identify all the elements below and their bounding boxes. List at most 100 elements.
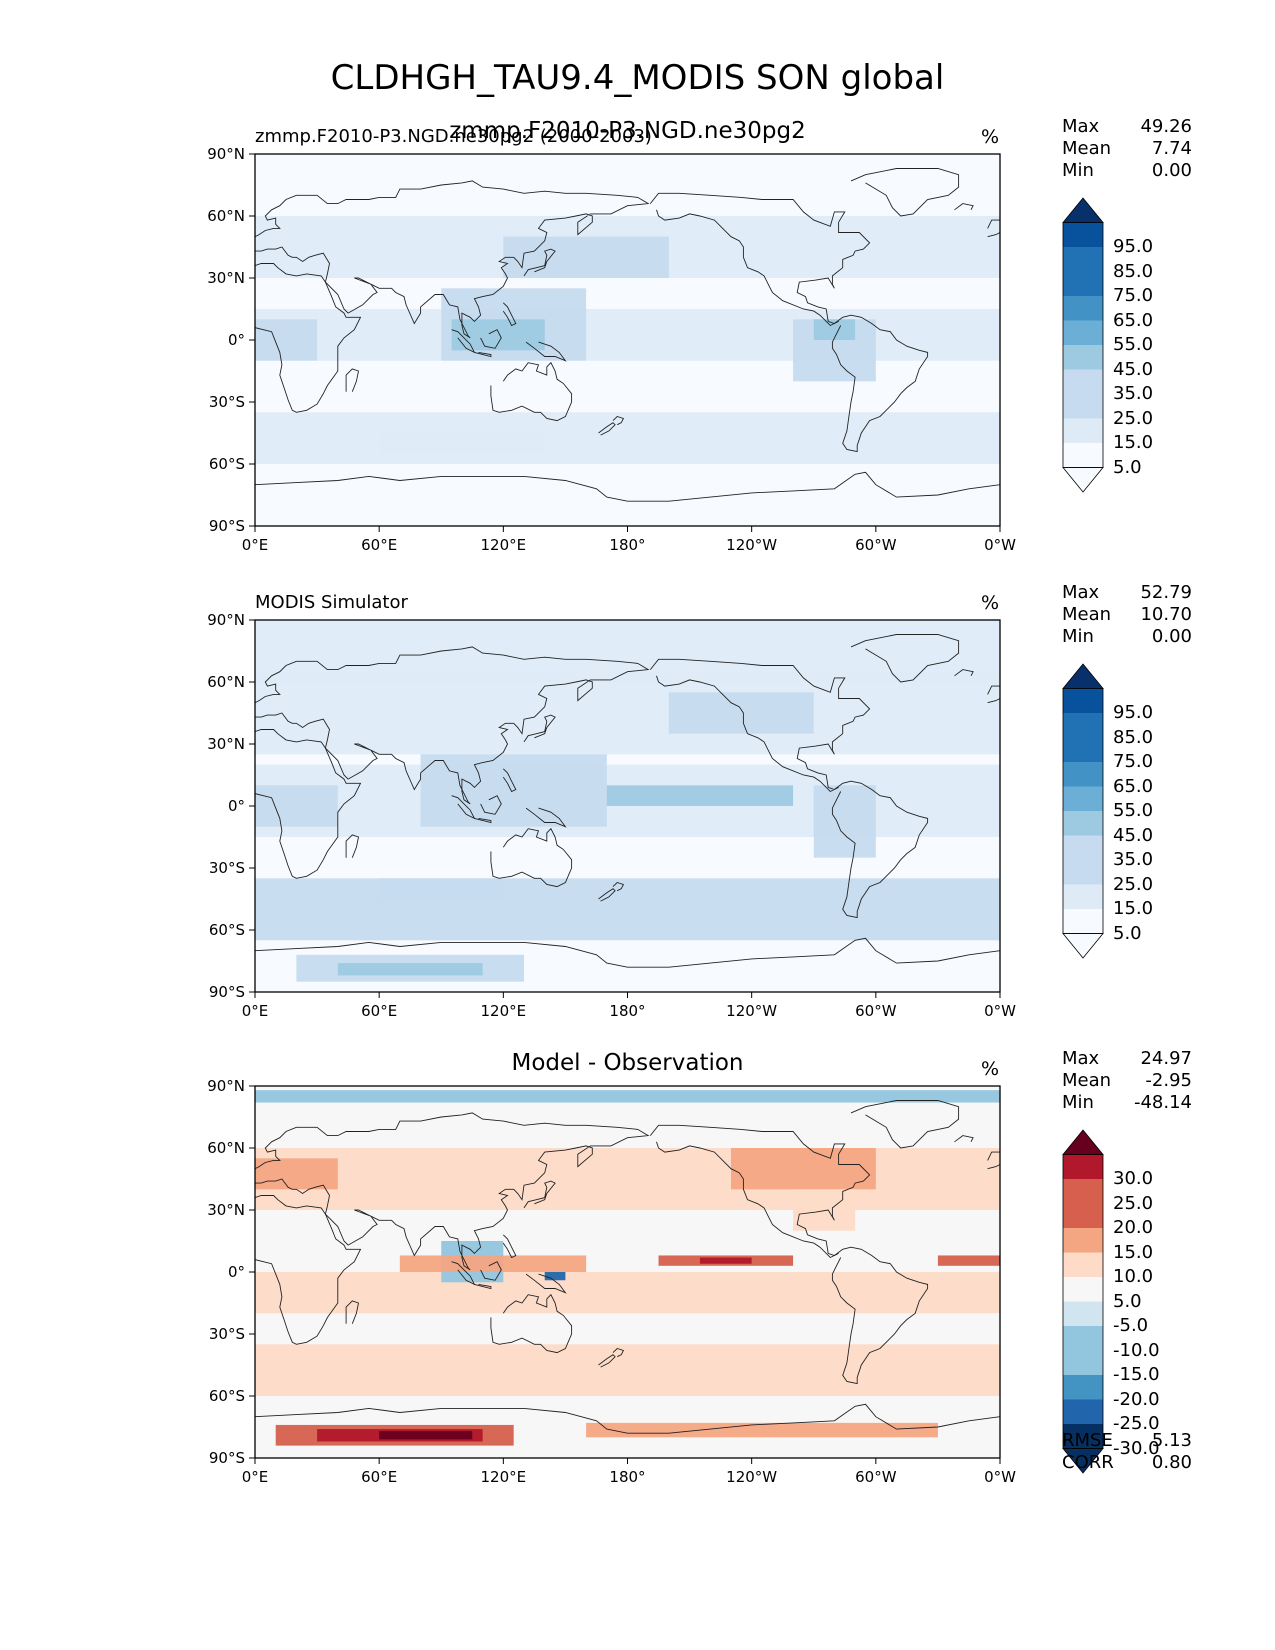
coastline xyxy=(525,341,567,362)
colorbar-label: 65.0 xyxy=(1113,775,1154,797)
coastline xyxy=(502,302,517,327)
coastline xyxy=(954,669,974,677)
coastline xyxy=(451,329,476,354)
y-tick-label: 30°N xyxy=(207,269,245,287)
colorbar-segment xyxy=(1063,1252,1103,1277)
x-tick-label: 60°E xyxy=(361,536,397,554)
coastline xyxy=(490,361,573,422)
x-tick-label: 120°E xyxy=(481,536,527,554)
stat-max-label: Max xyxy=(1062,1048,1100,1069)
colorbar-label: 15.0 xyxy=(1113,432,1154,453)
coastline xyxy=(525,807,567,828)
corr-value: 0.80 xyxy=(1151,1452,1192,1473)
colorbar-extend-top xyxy=(1062,1129,1104,1155)
colorbar-segment xyxy=(1063,320,1103,345)
coastline xyxy=(345,368,360,392)
stats-box: Max 52.79 Mean 10.70 Min 0.00 xyxy=(1062,582,1192,648)
colorbar-label: -10.0 xyxy=(1113,1339,1160,1361)
y-tick-label: 60°N xyxy=(207,673,245,691)
colorbar-label: 75.0 xyxy=(1113,285,1154,306)
stat-max: 24.97 xyxy=(1140,1048,1192,1069)
coastline xyxy=(255,1195,362,1345)
field-cell xyxy=(255,671,1000,755)
stat-min-label: Min xyxy=(1062,626,1094,647)
colorbar-segment xyxy=(1063,737,1103,762)
coastline xyxy=(649,658,871,793)
coastline xyxy=(598,422,616,436)
field-cell xyxy=(255,309,1000,361)
panel-center-title: zmmp.F2010-P3.NGD.ne30pg2 xyxy=(449,118,806,144)
field-cell xyxy=(379,878,504,899)
coastline xyxy=(490,1293,573,1354)
stat-mean: 7.74 xyxy=(1151,138,1192,159)
colorbar-label: 85.0 xyxy=(1113,726,1154,748)
colorbar-segment xyxy=(1063,222,1103,247)
coastline xyxy=(480,329,502,349)
rmse-label: RMSE xyxy=(1062,1430,1113,1451)
x-tick-label: 120°W xyxy=(726,1002,777,1020)
field-shading xyxy=(255,620,1000,992)
colorbar-label: 25.0 xyxy=(1113,407,1154,429)
coastline xyxy=(474,351,492,358)
colorbar-segment xyxy=(1063,1203,1103,1228)
colorbar-segment xyxy=(1063,247,1103,272)
y-tick-label: 0° xyxy=(228,1263,245,1281)
colorbar-frame xyxy=(1062,1154,1104,1449)
field-cell xyxy=(668,692,814,734)
coastlines xyxy=(255,634,1000,968)
field-cell xyxy=(451,319,545,351)
x-tick-label: 120°E xyxy=(481,1468,527,1486)
stat-min: -48.14 xyxy=(1133,1092,1192,1113)
coastline xyxy=(502,768,517,793)
coastline xyxy=(502,1234,517,1259)
stat-max: 49.26 xyxy=(1140,116,1192,137)
x-tick-label: 120°E xyxy=(481,1002,527,1020)
colorbar-label: 35.0 xyxy=(1113,383,1154,404)
colorbar-extend-bottom xyxy=(1062,467,1104,493)
colorbar-label: 5.0 xyxy=(1113,456,1142,478)
x-tick-label: 60°E xyxy=(361,1468,397,1486)
coastlines xyxy=(255,1100,1000,1434)
coastline xyxy=(987,219,1000,238)
coastline xyxy=(612,1347,625,1358)
colorbar-segment xyxy=(1063,1154,1103,1179)
coastline xyxy=(523,714,556,743)
colorbar-label: 25.0 xyxy=(1113,873,1154,895)
colorbar-label: -25.0 xyxy=(1113,1413,1160,1434)
colorbar-segment xyxy=(1063,1424,1103,1449)
colorbar-label: 30.0 xyxy=(1113,1168,1154,1189)
y-tick-label: 30°N xyxy=(207,1201,245,1219)
field-cell xyxy=(586,1422,938,1438)
x-tick-label: 0°W xyxy=(984,1002,1016,1020)
colorbar-label: 55.0 xyxy=(1113,800,1154,821)
coastline xyxy=(612,881,625,892)
coastline xyxy=(612,415,625,426)
rmse-corr-box: RMSE 5.13 CORR 0.80 xyxy=(1062,1430,1192,1474)
y-tick-label: 60°S xyxy=(209,921,245,939)
corr-label: CORR xyxy=(1062,1452,1114,1473)
y-tick-label: 0° xyxy=(228,331,245,349)
colorbar-segment xyxy=(1063,909,1103,934)
colorbar-label: -20.0 xyxy=(1113,1388,1160,1410)
colorbar xyxy=(1062,1129,1104,1474)
stat-mean-label: Mean xyxy=(1062,138,1112,159)
coastline xyxy=(345,1300,360,1324)
stat-min: 0.00 xyxy=(1151,626,1192,647)
coastline xyxy=(255,646,650,805)
field-cell xyxy=(255,412,1000,464)
field-cell xyxy=(730,1148,876,1190)
colorbar-segment xyxy=(1063,688,1103,713)
stat-max: 52.79 xyxy=(1140,582,1192,603)
coastline xyxy=(255,729,362,879)
colorbar-segment xyxy=(1063,835,1103,860)
field-cell xyxy=(255,319,318,361)
stat-mean: -2.95 xyxy=(1145,1070,1192,1091)
x-tick-label: 180° xyxy=(609,1468,645,1486)
coastline xyxy=(255,937,1000,968)
y-tick-label: 90°S xyxy=(209,983,245,1001)
colorbar xyxy=(1062,197,1104,493)
field-cell xyxy=(606,785,794,806)
colorbar-extend-top xyxy=(1062,663,1104,689)
x-tick-label: 60°W xyxy=(855,536,897,554)
colorbar-segment xyxy=(1063,1375,1103,1400)
